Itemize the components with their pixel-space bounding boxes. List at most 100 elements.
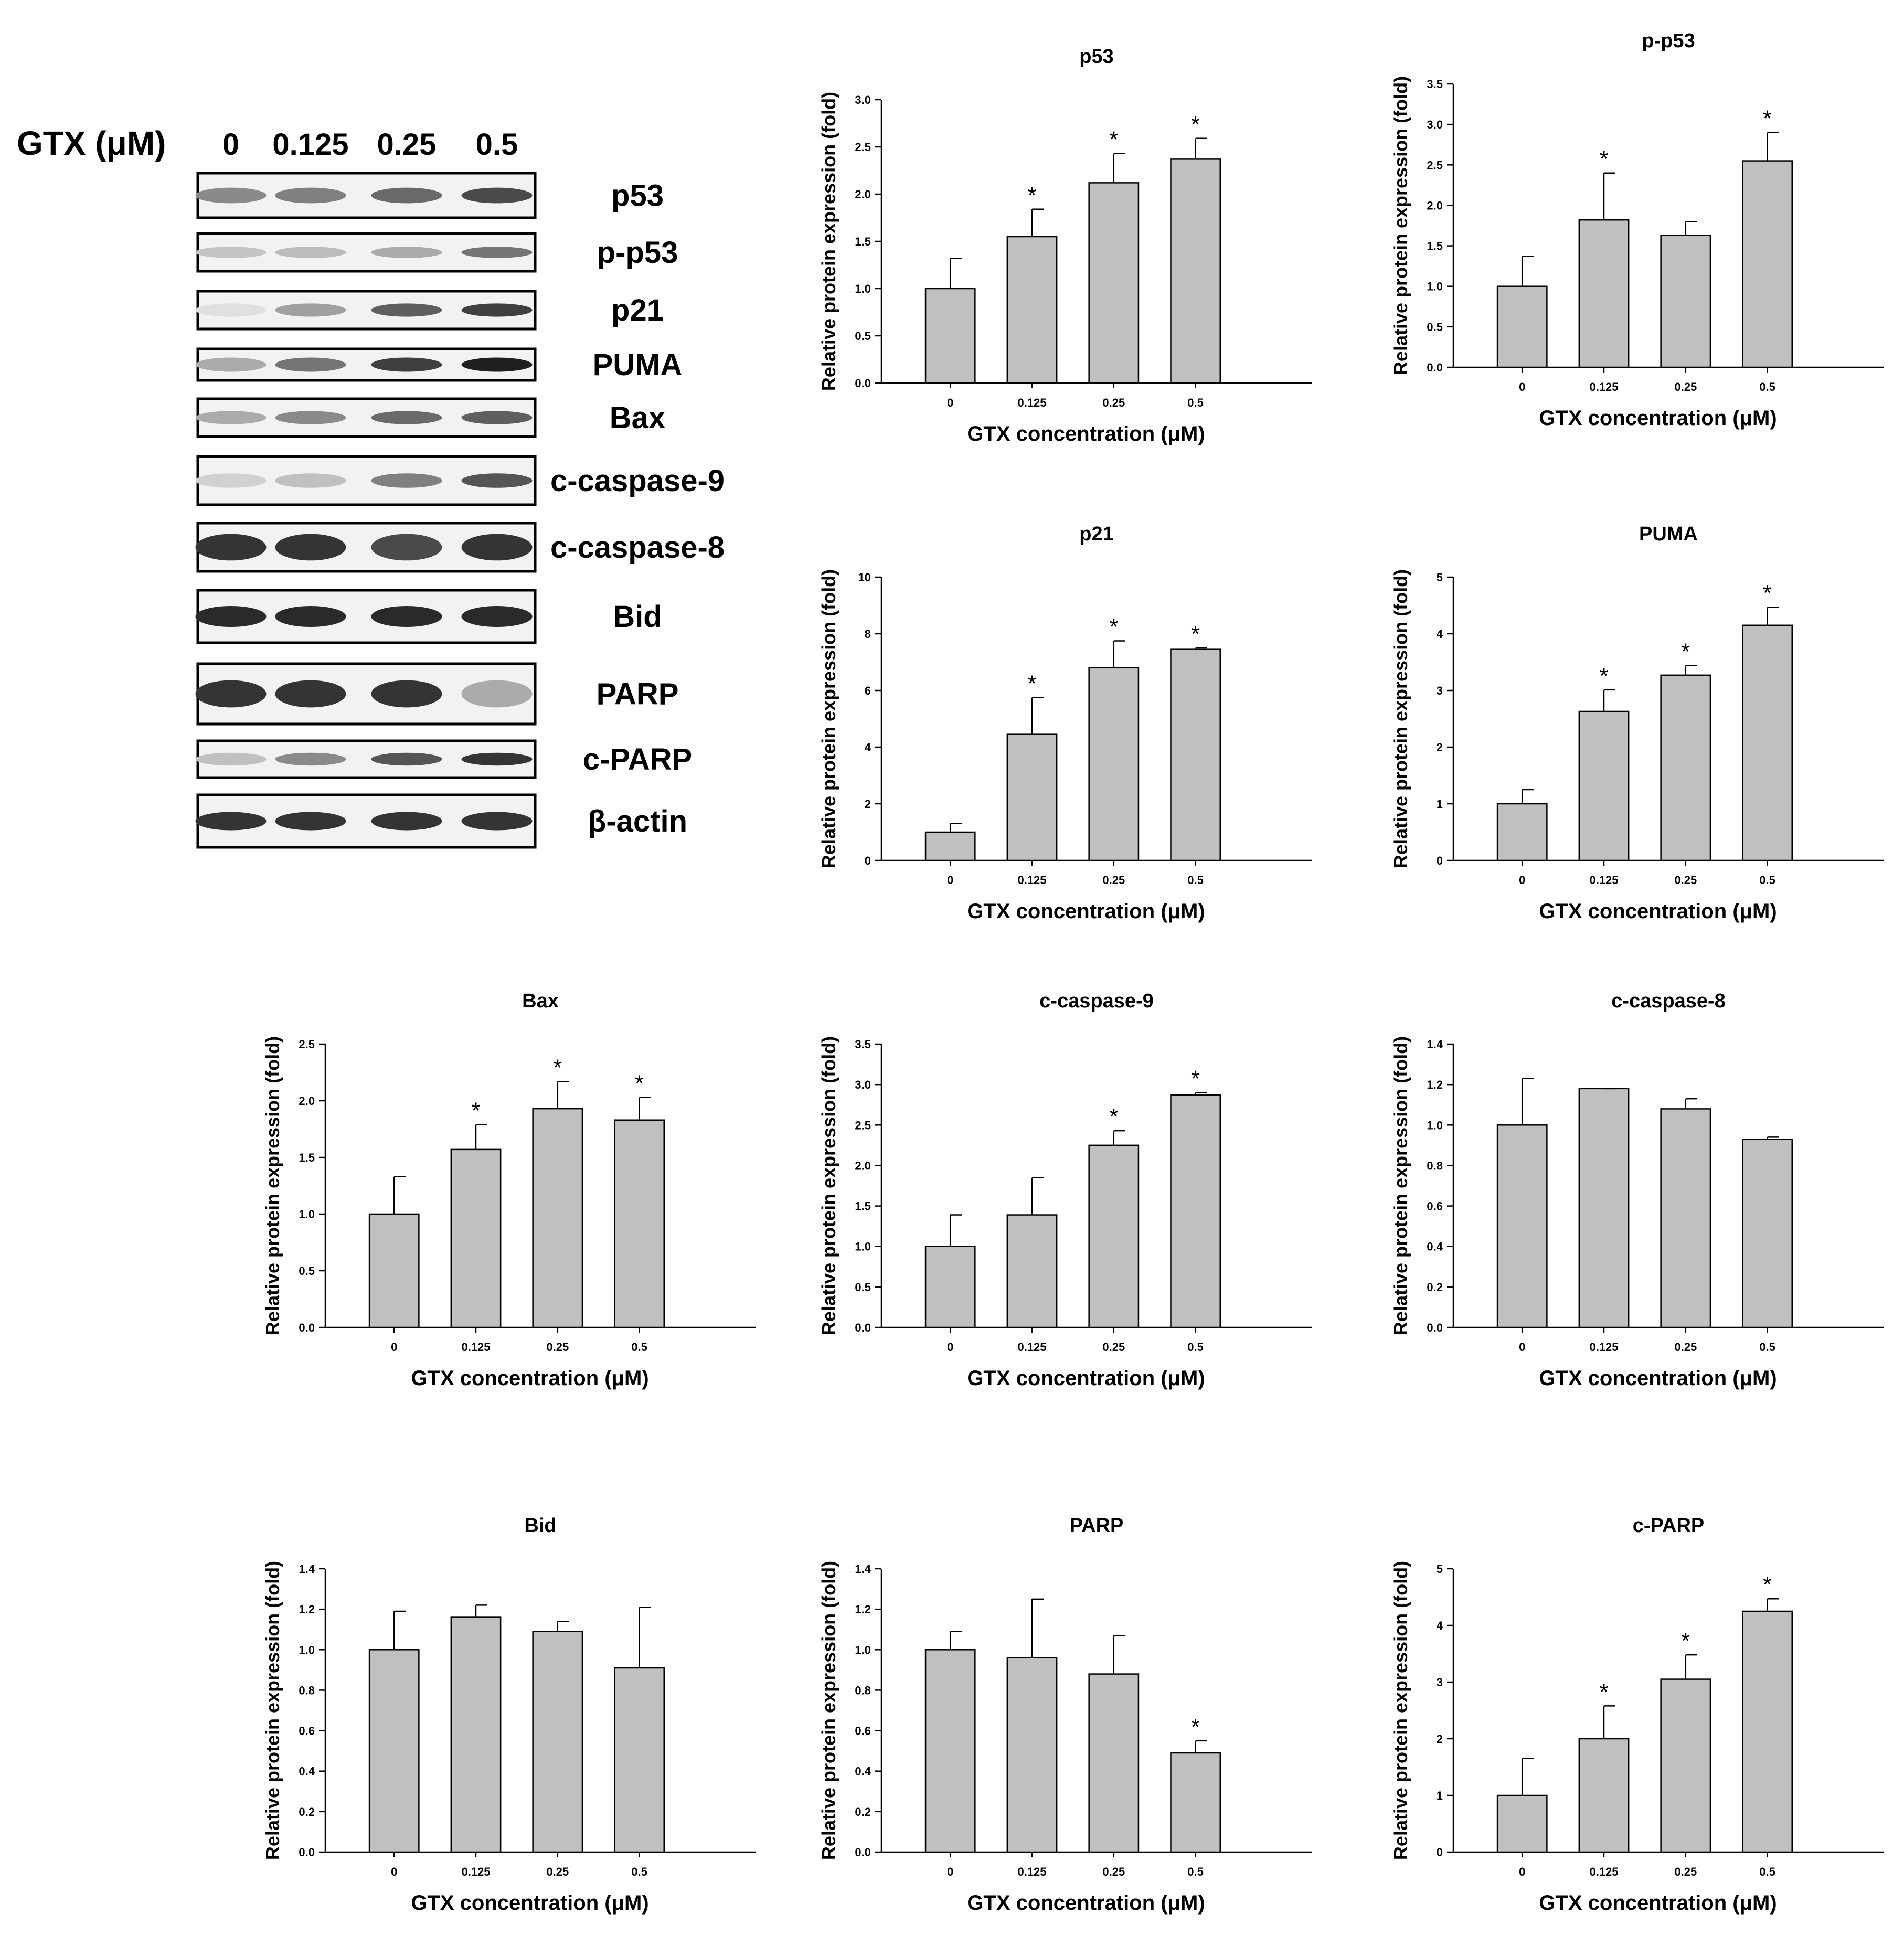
blot-band	[461, 303, 533, 317]
band-label: PARP	[597, 677, 679, 711]
y-axis-label: Relative protein expression (fold)	[262, 1561, 283, 1860]
significance-marker: *	[1109, 1104, 1118, 1130]
y-tick-label: 1.0	[855, 1643, 871, 1656]
bar-0.5	[1170, 158, 1221, 384]
y-tick-label: 2	[1437, 1732, 1443, 1746]
chart-puma: PUMA 0 1 2 3 4 5 Relative protein expression (f…	[1380, 509, 1904, 965]
significance-marker: *	[1681, 1628, 1690, 1654]
blot-band	[461, 680, 533, 708]
chart-p53: p53 0.0 0.5 1.0 1.5 2.0 2.5 3.0 Relative protein…	[808, 31, 1333, 488]
blot-band	[275, 473, 346, 488]
x-tick-label: 0.125	[1589, 874, 1618, 887]
band-label: Bid	[613, 600, 662, 634]
blot-band	[195, 473, 267, 488]
y-axis-label: Relative protein expression (fold)	[1390, 569, 1411, 868]
y-tick-label: 10	[858, 571, 871, 584]
y-tick-label: 1.4	[299, 1562, 315, 1576]
y-tick-label: 2	[1437, 741, 1443, 754]
blot-band	[195, 680, 267, 708]
y-tick-label: 4	[1437, 1619, 1443, 1632]
blot-band	[461, 411, 533, 424]
y-tick-label: 1.0	[855, 282, 871, 295]
y-tick-label: 0.5	[299, 1264, 315, 1278]
y-tick-label: 1.4	[1427, 1038, 1443, 1051]
blot-band	[195, 606, 267, 627]
blot-band	[195, 247, 267, 258]
x-tick-label: 0	[1519, 380, 1525, 393]
bar-0.125	[1578, 1088, 1630, 1328]
bar-0	[1496, 1794, 1548, 1853]
significance-marker: *	[1599, 1679, 1608, 1705]
y-tick-label: 0.8	[855, 1684, 871, 1697]
bar-0.25	[1660, 235, 1711, 368]
blot-band	[371, 534, 442, 561]
bar-0.25	[1088, 667, 1140, 861]
y-tick-label: 5	[1437, 1562, 1443, 1576]
x-tick-label: 0	[391, 1865, 397, 1878]
y-tick-label: 1.0	[299, 1208, 315, 1221]
x-axis-label: GTX concentration (μM)	[1539, 407, 1777, 430]
chart-title: Bid	[524, 1515, 556, 1537]
blot-band	[275, 534, 346, 561]
y-tick-label: 3.5	[855, 1038, 871, 1051]
blot-band	[275, 680, 346, 708]
x-tick-label: 0.125	[1017, 1865, 1046, 1878]
bar-0.125	[1578, 219, 1630, 368]
lane-label: 0.25	[377, 127, 437, 162]
blot-band	[275, 357, 346, 372]
blot-band	[275, 187, 346, 204]
y-axis-label: Relative protein expression (fold)	[818, 1561, 839, 1860]
y-tick-label: 1.0	[855, 1240, 871, 1253]
significance-marker: *	[1027, 671, 1036, 697]
x-tick-label: 0.125	[1589, 1865, 1618, 1878]
bar-0	[1496, 1124, 1548, 1328]
bar-0.25	[1088, 1144, 1140, 1328]
significance-marker: *	[553, 1055, 562, 1080]
chart-bax: Bax 0.0 0.5 1.0 1.5 2.0 2.5 Relative protein ex…	[252, 976, 777, 1432]
lane-label: 0.5	[476, 127, 518, 162]
bar-0	[924, 1246, 976, 1328]
blot-row: p53	[195, 172, 664, 219]
x-tick-label: 0.25	[1102, 1341, 1125, 1354]
x-tick-label: 0.5	[1759, 874, 1775, 887]
y-tick-label: 5	[1437, 571, 1443, 584]
blot-band	[195, 187, 267, 204]
bar-0.5	[1170, 648, 1221, 861]
y-tick-label: 0.0	[1427, 361, 1443, 374]
x-tick-label: 0	[1519, 1341, 1525, 1354]
x-tick-label: 0.5	[1187, 396, 1204, 409]
blot-band	[461, 247, 533, 258]
significance-marker: *	[1599, 663, 1608, 689]
y-tick-label: 2	[865, 797, 871, 811]
x-tick-label: 0	[947, 396, 953, 409]
chart-title: c-caspase-9	[1039, 990, 1154, 1012]
blot-row: PARP	[195, 662, 679, 726]
blot-band	[461, 812, 533, 831]
chart-p21: p21 0 2 4 6 8 10 Relative protein expression (f…	[808, 509, 1333, 965]
y-tick-label: 0.0	[855, 377, 871, 390]
blot-band	[371, 247, 442, 258]
blot-band	[371, 187, 442, 204]
bar-0.125	[450, 1616, 502, 1853]
blot-band	[195, 357, 267, 372]
y-axis-label: Relative protein expression (fold)	[818, 92, 839, 391]
blot-band	[275, 411, 346, 424]
blot-band	[371, 812, 442, 831]
x-tick-label: 0	[947, 1865, 953, 1878]
x-axis-label: GTX concentration (μM)	[1539, 1891, 1777, 1915]
y-axis-label: Relative protein expression (fold)	[818, 1036, 839, 1335]
blot-band	[461, 473, 533, 488]
y-tick-label: 0	[1437, 1846, 1443, 1859]
y-tick-label: 3	[1437, 684, 1443, 697]
blot-row: Bax	[195, 397, 665, 438]
y-tick-label: 4	[865, 741, 871, 754]
y-axis-label: Relative protein expression (fold)	[1390, 76, 1411, 375]
blot-band	[195, 411, 267, 424]
y-tick-label: 0.6	[855, 1725, 871, 1738]
bar-0.25	[1660, 674, 1711, 861]
x-tick-label: 0.5	[1759, 1341, 1775, 1354]
blot-band	[195, 812, 267, 831]
significance-marker: *	[1681, 639, 1690, 664]
y-axis-label: Relative protein expression (fold)	[818, 569, 839, 868]
band-label: Bax	[610, 401, 665, 435]
